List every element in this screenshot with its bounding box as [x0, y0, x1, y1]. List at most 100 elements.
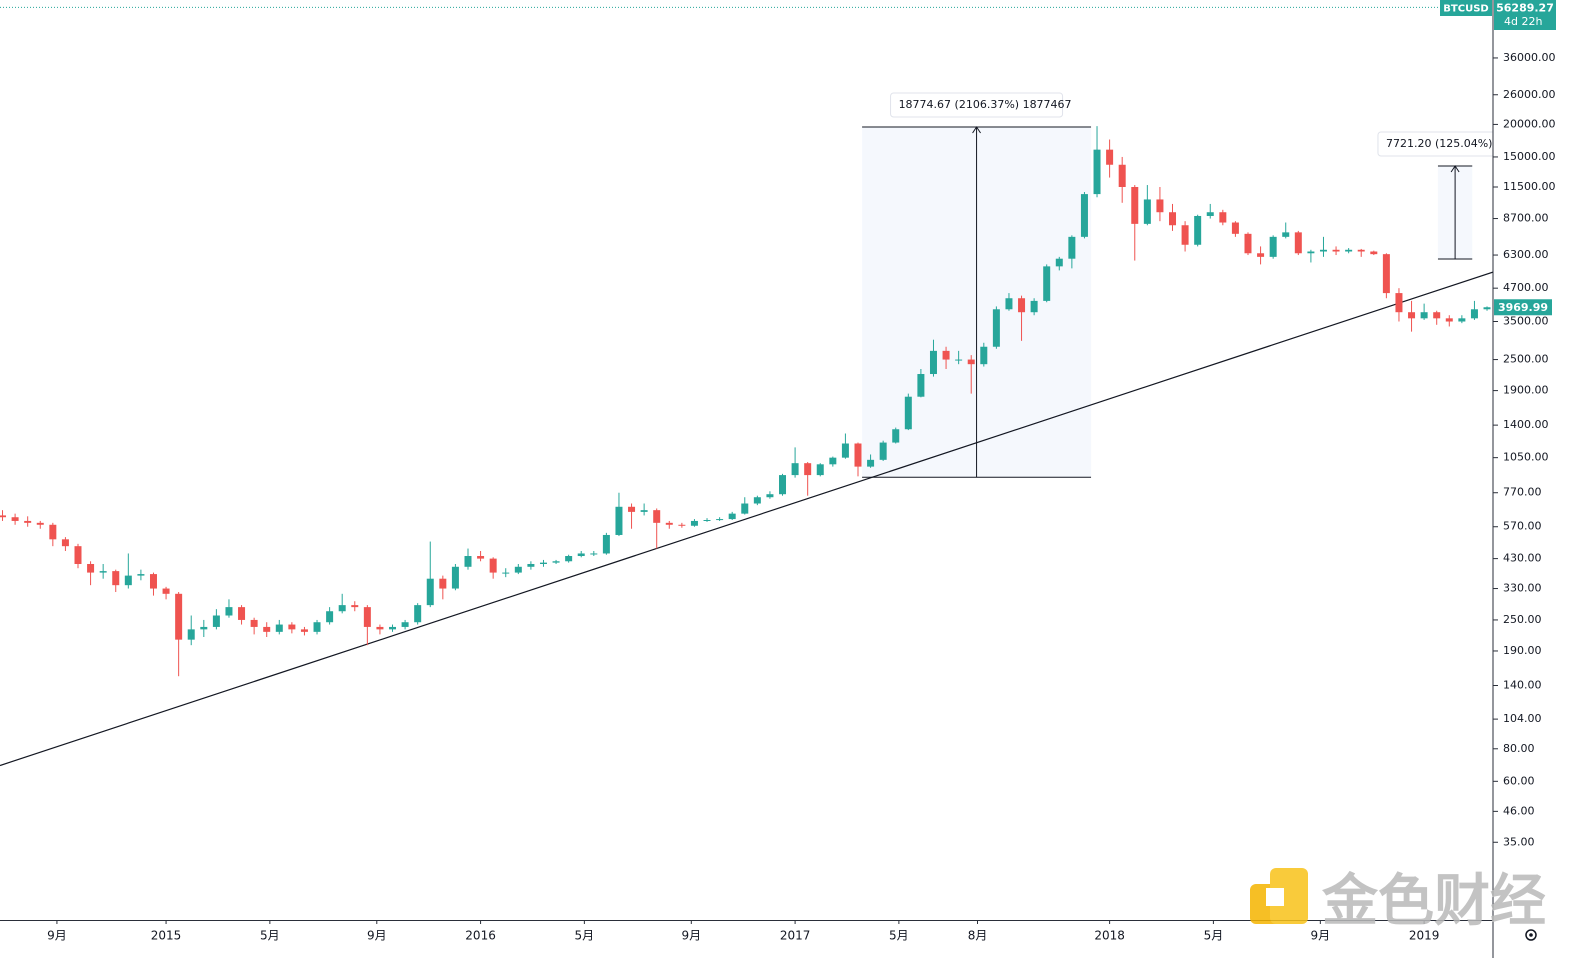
candle-body — [1332, 249, 1340, 252]
candle-body — [338, 605, 346, 612]
candle-body — [263, 626, 271, 632]
candle-body — [753, 497, 761, 504]
candle-body — [1269, 236, 1277, 257]
logo-block — [1270, 868, 1308, 924]
candle-body — [552, 561, 560, 563]
candle-body — [577, 553, 585, 557]
y-tick-label: 1050.00 — [1503, 451, 1549, 464]
candle-body — [212, 615, 220, 627]
y-tick-label: 20000.00 — [1503, 117, 1556, 130]
gear-center[interactable] — [1529, 933, 1533, 937]
candle-body — [602, 534, 610, 554]
candle-body — [1118, 164, 1126, 187]
candle-body — [728, 513, 736, 520]
x-tick-label: 5月 — [889, 929, 909, 943]
candle-body — [854, 443, 862, 467]
x-tick-label: 8月 — [968, 929, 988, 943]
y-tick-label: 60.00 — [1503, 774, 1535, 787]
gear[interactable] — [1525, 929, 1537, 941]
candle-body — [1093, 149, 1101, 195]
x-tick-label: 2016 — [465, 929, 496, 943]
candle-body — [149, 574, 157, 589]
candle-body — [175, 593, 183, 640]
candle-body — [389, 626, 397, 630]
candle-body — [791, 463, 799, 476]
candle-body — [1169, 212, 1177, 226]
candle-body — [1244, 233, 1252, 254]
x-tick-label: 9月 — [47, 929, 67, 943]
candle-body — [1433, 312, 1441, 319]
candle-body — [1080, 194, 1088, 237]
candle-body — [980, 346, 988, 365]
y-tick-label: 6300.00 — [1503, 248, 1549, 261]
candle-body — [942, 350, 950, 360]
current-price-badge — [1494, 299, 1552, 316]
y-tick-label: 250.00 — [1503, 613, 1542, 626]
candle-body — [1395, 293, 1403, 313]
candle-body — [678, 524, 686, 526]
y-tick-label: 104.00 — [1503, 712, 1542, 725]
candle-body — [24, 520, 32, 523]
last-price-badge — [1494, 0, 1556, 30]
candle-body — [112, 571, 120, 586]
candle-body — [1319, 249, 1327, 252]
candle-body — [690, 520, 698, 526]
candle-body — [640, 510, 648, 512]
trendline — [0, 271, 1493, 767]
candle-body — [565, 556, 573, 562]
candle-body — [867, 459, 875, 467]
candle-body — [1382, 254, 1390, 294]
candle-body — [955, 359, 963, 361]
measure-label-box — [890, 92, 1064, 118]
y-tick-label: 430.00 — [1503, 552, 1542, 565]
candle-body — [313, 622, 321, 632]
y-tick-label: 46.00 — [1503, 804, 1535, 817]
y-tick-label: 80.00 — [1503, 742, 1535, 755]
candle-body — [1131, 186, 1139, 224]
candle-body — [1018, 298, 1026, 313]
candle-body — [816, 464, 824, 476]
y-tick-label: 3500.00 — [1503, 315, 1549, 328]
candle-body — [1445, 318, 1453, 322]
candle-body — [1357, 249, 1365, 252]
candle-body — [929, 350, 937, 375]
candle-body — [36, 522, 44, 525]
candle-body — [351, 605, 359, 608]
candle-body — [464, 556, 472, 567]
candle-body — [1194, 215, 1202, 245]
candle-body — [766, 494, 774, 498]
candle-body — [275, 624, 283, 632]
candle-body — [1345, 249, 1353, 252]
candle-body — [539, 562, 547, 564]
candle-body — [376, 626, 384, 630]
candle-body — [1156, 199, 1164, 213]
candle-body — [225, 607, 233, 616]
candle-body — [1231, 222, 1239, 234]
candle-body — [1458, 318, 1466, 322]
symbol-label: BTCUSD — [1443, 4, 1488, 15]
candle-body — [1206, 212, 1214, 216]
candle-body — [0, 515, 7, 518]
x-tick-label: 2019 — [1409, 929, 1440, 943]
plot-area: 18774.67 (2106.37%) 1877467 7721.20 (125.… — [0, 6, 1503, 767]
candle-body — [829, 457, 837, 465]
candle-body — [477, 556, 485, 559]
candle-body — [879, 442, 887, 460]
candle-body — [1030, 300, 1038, 313]
measure-label: 7721.20 (125.04%) 7 — [1386, 137, 1503, 150]
candle-body — [1043, 266, 1051, 301]
candle-body — [967, 359, 975, 365]
candle-body — [741, 503, 749, 514]
candle-body — [11, 517, 19, 521]
candle-body — [187, 629, 195, 640]
settings-icon[interactable] — [1525, 929, 1537, 941]
candle-body — [426, 578, 434, 606]
candle-body — [917, 374, 925, 397]
y-tick-label: 35.00 — [1503, 835, 1535, 848]
candle-body — [162, 588, 170, 594]
candle-body — [363, 607, 371, 627]
candle-body — [703, 520, 711, 522]
candle-body — [1470, 309, 1478, 319]
measure-label: 18774.67 (2106.37%) 1877467 — [899, 98, 1072, 111]
